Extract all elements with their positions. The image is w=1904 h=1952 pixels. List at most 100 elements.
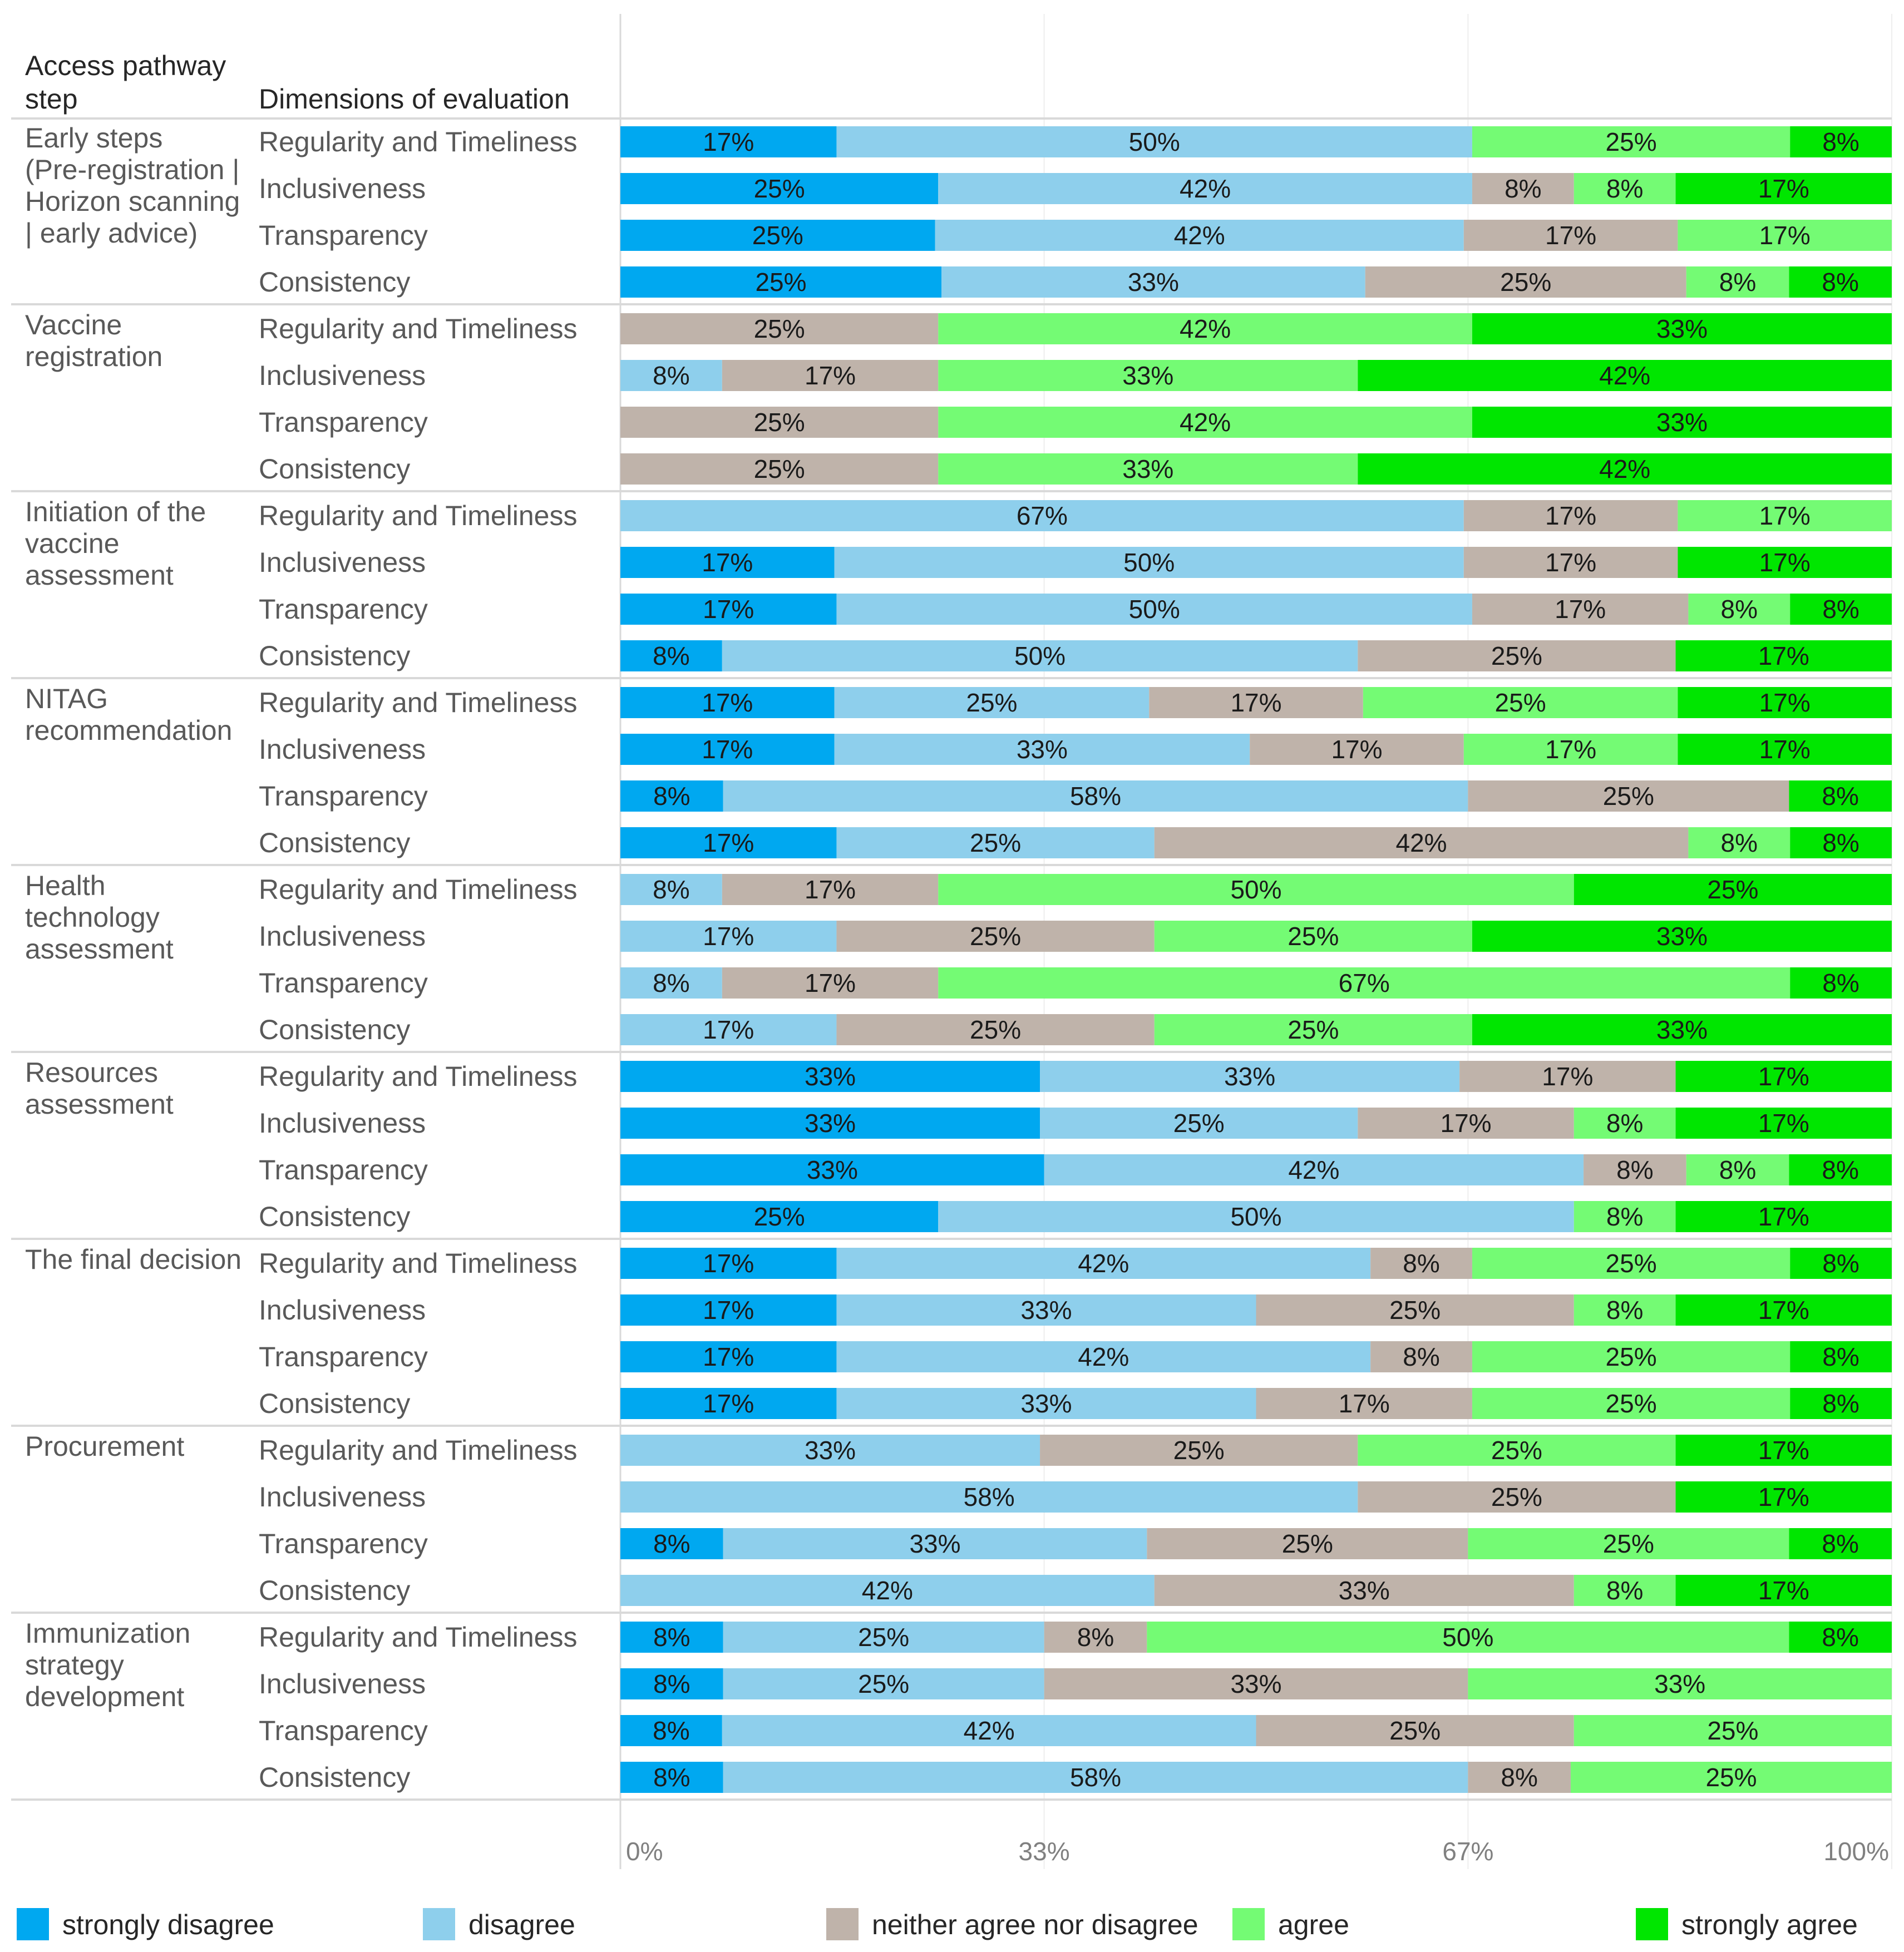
data-label: 42% bbox=[1288, 1155, 1339, 1184]
step-label: development bbox=[25, 1681, 184, 1712]
bar-segment bbox=[836, 1014, 1155, 1045]
bar-segment bbox=[1370, 1248, 1472, 1279]
data-label: 17% bbox=[1758, 1576, 1809, 1605]
bar-segment bbox=[620, 1528, 723, 1559]
bar-segment bbox=[1459, 1061, 1676, 1092]
data-label: 33% bbox=[1020, 1389, 1072, 1418]
data-label: 17% bbox=[1545, 548, 1596, 577]
data-label: 17% bbox=[1331, 735, 1382, 764]
bar-segment bbox=[1790, 1388, 1892, 1419]
data-label: 8% bbox=[1822, 1249, 1859, 1278]
bar-segment bbox=[620, 1668, 723, 1699]
bar-segment bbox=[620, 687, 835, 718]
data-label: 8% bbox=[1403, 1342, 1439, 1371]
data-label: 17% bbox=[1545, 735, 1596, 764]
data-label: 17% bbox=[703, 1342, 754, 1371]
legend-swatch bbox=[1636, 1908, 1668, 1940]
data-label: 17% bbox=[1758, 1202, 1809, 1231]
data-label: 33% bbox=[1656, 1015, 1708, 1044]
bar-segment bbox=[620, 1622, 723, 1653]
bar-segment bbox=[1790, 1341, 1892, 1372]
dimension-label: Consistency bbox=[259, 266, 410, 298]
bar-segment bbox=[836, 827, 1155, 858]
dimension-label: Inclusiveness bbox=[259, 1108, 426, 1139]
bar-segment bbox=[1147, 1528, 1468, 1559]
data-label: 8% bbox=[1822, 595, 1859, 624]
step-label: recommendation bbox=[25, 715, 232, 746]
legend-label: agree bbox=[1278, 1909, 1349, 1940]
bar-segment bbox=[1149, 687, 1363, 718]
data-label: 17% bbox=[703, 595, 754, 624]
bar-segment bbox=[620, 1108, 1040, 1139]
data-label: 25% bbox=[1606, 1342, 1657, 1371]
bar-segment bbox=[1147, 1622, 1789, 1653]
bar-segment bbox=[1789, 1622, 1892, 1653]
group-7: Procurement Regularity and Timeliness 33% 2… bbox=[25, 1431, 1892, 1606]
bar-segment bbox=[1468, 1668, 1892, 1699]
bar-segment bbox=[620, 780, 723, 812]
data-label: 17% bbox=[1545, 221, 1596, 250]
step-label: (Pre-registration | bbox=[25, 154, 239, 185]
bar-segment bbox=[1370, 1341, 1472, 1372]
step-label: Procurement bbox=[25, 1431, 184, 1462]
data-label: 8% bbox=[1822, 1529, 1858, 1558]
bar-segment bbox=[620, 313, 939, 344]
bar-segment bbox=[836, 921, 1155, 952]
data-label: 25% bbox=[1491, 1436, 1542, 1465]
data-label: 8% bbox=[653, 641, 689, 670]
dimension-label: Inclusiveness bbox=[259, 1294, 426, 1326]
bar-segment bbox=[938, 173, 1472, 204]
data-label: 25% bbox=[1288, 922, 1339, 951]
data-label: 33% bbox=[1020, 1296, 1072, 1325]
dimension-label: Regularity and Timeliness bbox=[259, 1622, 578, 1653]
group-0: Early steps(Pre-registration |Horizon sc… bbox=[25, 122, 1892, 298]
data-label: 50% bbox=[1129, 127, 1180, 156]
data-label: 8% bbox=[653, 1716, 689, 1745]
data-label: 8% bbox=[1822, 1389, 1859, 1418]
step-label: Resources bbox=[25, 1057, 158, 1088]
x-tick-label: 67% bbox=[1442, 1837, 1493, 1866]
bar-segment bbox=[1584, 1154, 1686, 1185]
bar-segment bbox=[1573, 1575, 1676, 1606]
data-label: 25% bbox=[1705, 1763, 1757, 1792]
step-label: vaccine bbox=[25, 528, 120, 559]
dimension-label: Inclusiveness bbox=[259, 360, 426, 391]
data-label: 25% bbox=[1707, 875, 1758, 904]
data-label: 25% bbox=[1288, 1015, 1339, 1044]
bar-segment bbox=[1789, 1528, 1892, 1559]
dimension-label: Regularity and Timeliness bbox=[259, 874, 578, 905]
data-label: 50% bbox=[1230, 875, 1281, 904]
bar-segment bbox=[1472, 173, 1574, 204]
gridlines bbox=[11, 14, 1892, 1869]
data-label: 17% bbox=[805, 875, 856, 904]
dimension-label: Inclusiveness bbox=[259, 173, 426, 204]
data-label: 25% bbox=[1606, 1389, 1657, 1418]
bar-segment bbox=[1790, 967, 1892, 999]
step-label: Initiation of the bbox=[25, 496, 206, 527]
bar-segment bbox=[722, 1715, 1256, 1746]
data-label: 17% bbox=[1758, 1436, 1809, 1465]
data-label: 8% bbox=[1616, 1155, 1653, 1184]
chart-rows: Early steps(Pre-registration |Horizon sc… bbox=[25, 122, 1892, 1793]
data-label: 67% bbox=[1339, 968, 1390, 997]
data-label: 50% bbox=[1442, 1623, 1493, 1652]
bar-segment bbox=[1472, 594, 1689, 625]
step-label: NITAG bbox=[25, 683, 108, 714]
data-label: 42% bbox=[1180, 174, 1231, 203]
data-label: 8% bbox=[653, 782, 690, 811]
data-label: 25% bbox=[858, 1623, 909, 1652]
data-label: 8% bbox=[1822, 127, 1859, 156]
legend-item: agree bbox=[1232, 1908, 1349, 1940]
bar-segment bbox=[620, 1341, 837, 1372]
data-label: 25% bbox=[966, 688, 1017, 717]
bar-segment bbox=[1044, 1668, 1468, 1699]
bar-segment bbox=[620, 921, 837, 952]
bar-segment bbox=[620, 173, 939, 204]
bar-segment bbox=[723, 1528, 1147, 1559]
bar-segment bbox=[1472, 126, 1790, 157]
bar-segment bbox=[938, 360, 1358, 391]
x-axis-ticks: 0% 33% 67% 100% bbox=[626, 1837, 1889, 1866]
data-label: 33% bbox=[805, 1062, 856, 1091]
